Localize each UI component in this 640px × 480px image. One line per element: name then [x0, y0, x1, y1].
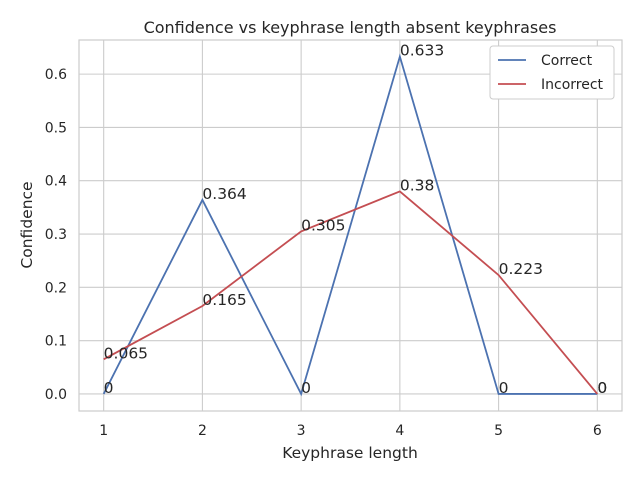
y-tick-labels: 0.0 0.1 0.2 0.3 0.4 0.5 0.6	[45, 67, 67, 403]
y-tick-label: 0.0	[45, 387, 67, 403]
x-tick-label: 4	[395, 423, 404, 439]
legend-label-correct: Correct	[541, 53, 593, 69]
x-tick-label: 1	[99, 423, 108, 439]
data-label: 0	[499, 379, 509, 397]
x-axis-label: Keyphrase length	[282, 444, 418, 462]
x-tick-label: 3	[297, 423, 306, 439]
chart-title: Confidence vs keyphrase length absent ke…	[144, 18, 557, 37]
data-label: 0	[597, 379, 607, 397]
y-tick-label: 0.5	[45, 120, 67, 136]
series-lines	[102, 53, 599, 397]
x-tick-labels: 1 2 3 4 5 6	[99, 423, 602, 439]
y-tick-label: 0.3	[45, 227, 67, 243]
data-label: 0	[301, 379, 311, 397]
series-line-correct	[102, 53, 598, 397]
y-tick-label: 0.6	[45, 67, 67, 83]
y-tick-label: 0.2	[45, 280, 67, 296]
plot-frame	[78, 39, 623, 412]
data-label: 0	[597, 379, 607, 397]
data-label: 0.364	[202, 185, 246, 203]
data-label: 0.38	[400, 176, 435, 194]
data-label: 0.223	[499, 260, 543, 278]
data-label: 0.165	[202, 291, 246, 309]
data-label: 0	[104, 379, 114, 397]
legend: Correct Incorrect	[489, 45, 615, 100]
x-tick-label: 6	[593, 423, 602, 439]
x-tick-label: 2	[198, 423, 207, 439]
y-tick-label: 0.1	[45, 334, 67, 350]
data-label: 0.065	[104, 344, 148, 362]
legend-label-incorrect: Incorrect	[541, 77, 604, 93]
data-label: 0.633	[400, 42, 444, 60]
series-line-incorrect	[103, 190, 599, 395]
y-axis-label: Confidence	[18, 181, 36, 268]
data-label: 0.305	[301, 216, 345, 234]
y-tick-label: 0.4	[45, 174, 67, 190]
x-tick-label: 5	[494, 423, 503, 439]
